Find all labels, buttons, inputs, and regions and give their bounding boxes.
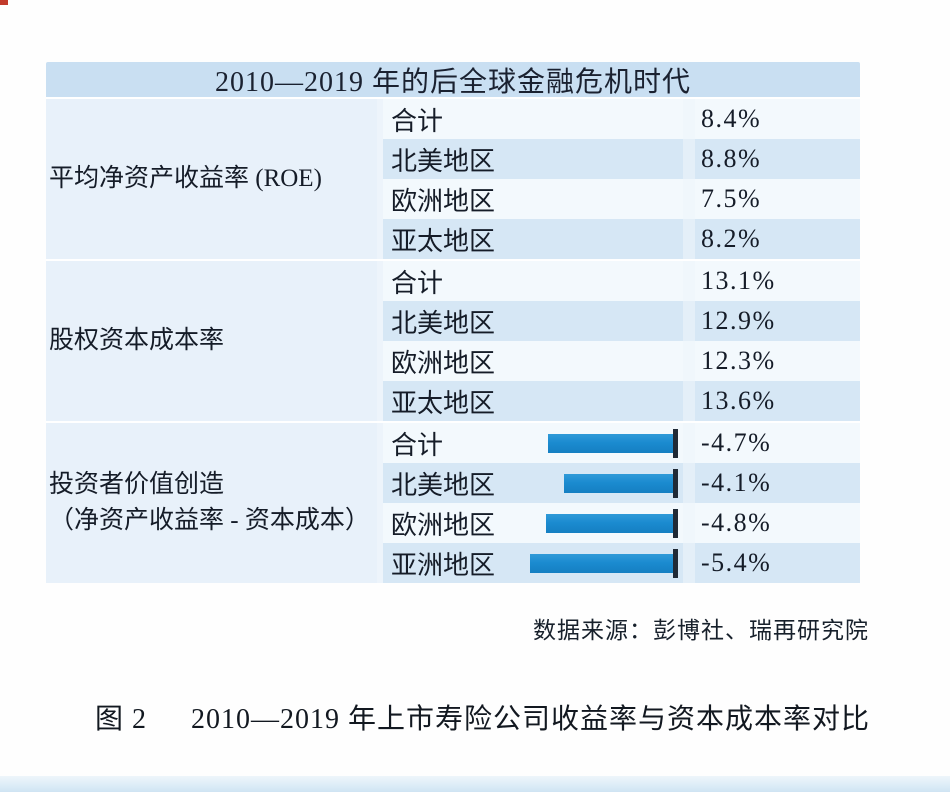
- data-source-text: 数据来源：彭博社、瑞再研究院: [533, 618, 869, 643]
- region-cell: 欧洲地区: [383, 503, 683, 543]
- region-cell: 北美地区: [383, 463, 683, 503]
- column-gutter: [683, 463, 695, 503]
- zero-axis-line: [673, 429, 678, 458]
- region-cell: 北美地区: [383, 139, 683, 179]
- table-row: 亚太地区 8.2%: [383, 219, 860, 259]
- value-cell: 8.2%: [695, 219, 860, 259]
- value-cell: 12.3%: [695, 341, 860, 381]
- value-cell: 7.5%: [695, 179, 860, 219]
- region-cell: 欧洲地区: [383, 179, 683, 219]
- table-row: 欧洲地区 -4.8%: [383, 503, 860, 543]
- negative-value-bar: [564, 474, 673, 493]
- value-cell: -4.8%: [695, 503, 860, 543]
- zero-axis-line: [673, 469, 678, 498]
- value-cell: -5.4%: [695, 543, 860, 583]
- zero-axis-line: [673, 549, 678, 578]
- table-group-value-creation: 投资者价值创造 （净资产收益率 - 资本成本） 合计 -4.7% 北美地区: [46, 421, 860, 583]
- table-row: 合计 8.4%: [383, 99, 860, 139]
- region-cell: 亚洲地区: [383, 543, 683, 583]
- table-row: 欧洲地区 7.5%: [383, 179, 860, 219]
- group-label: 投资者价值创造 （净资产收益率 - 资本成本）: [46, 423, 377, 583]
- value-cell: 8.4%: [695, 99, 860, 139]
- value-cell: 12.9%: [695, 301, 860, 341]
- column-gutter: [683, 219, 695, 259]
- table-row: 亚洲地区 -5.4%: [383, 543, 860, 583]
- negative-value-bar: [530, 554, 673, 573]
- region-cell: 亚太地区: [383, 219, 683, 259]
- figure-caption-text: 2010—2019 年上市寿险公司收益率与资本成本率对比: [191, 704, 871, 735]
- table-row: 北美地区 12.9%: [383, 301, 860, 341]
- column-gutter: [683, 99, 695, 139]
- table-group-cost-of-capital: 股权资本成本率 合计 13.1% 北美地区 12.9% 欧洲地区 12.3%: [46, 259, 860, 421]
- value-cell: 13.1%: [695, 261, 860, 301]
- corner-mark: [0, 0, 8, 5]
- table-title: 2010—2019 年的后全球金融危机时代: [46, 62, 860, 98]
- value-cell: -4.1%: [695, 463, 860, 503]
- table-group-roe: 平均净资产收益率 (ROE) 合计 8.4% 北美地区 8.8% 欧洲地区 7.…: [46, 97, 860, 259]
- table-row: 北美地区 8.8%: [383, 139, 860, 179]
- column-gutter: [683, 341, 695, 381]
- region-cell: 合计: [383, 261, 683, 301]
- column-gutter: [683, 139, 695, 179]
- region-cell: 合计: [383, 99, 683, 139]
- zero-axis-line: [673, 509, 678, 538]
- group-label: 股权资本成本率: [46, 261, 377, 421]
- negative-value-bar: [546, 514, 673, 533]
- column-gutter: [377, 99, 383, 259]
- column-gutter: [683, 301, 695, 341]
- column-gutter: [683, 381, 695, 421]
- region-cell: 合计: [383, 423, 683, 463]
- value-cell: 13.6%: [695, 381, 860, 421]
- table-row: 合计 13.1%: [383, 261, 860, 301]
- column-gutter: [683, 503, 695, 543]
- column-gutter: [683, 179, 695, 219]
- column-gutter: [683, 261, 695, 301]
- table-row: 欧洲地区 12.3%: [383, 341, 860, 381]
- table-row: 北美地区 -4.1%: [383, 463, 860, 503]
- region-cell: 亚太地区: [383, 381, 683, 421]
- page-bottom-strip: [0, 776, 950, 792]
- negative-value-bar: [548, 434, 673, 453]
- table-row: 亚太地区 13.6%: [383, 381, 860, 421]
- group-label: 平均净资产收益率 (ROE): [46, 99, 377, 259]
- figure-table: 2010—2019 年的后全球金融危机时代 平均净资产收益率 (ROE) 合计 …: [46, 62, 860, 583]
- value-cell: 8.8%: [695, 139, 860, 179]
- figure-caption: 图 2 2010—2019 年上市寿险公司收益率与资本成本率对比: [95, 697, 870, 737]
- table-row: 合计 -4.7%: [383, 423, 860, 463]
- region-cell: 欧洲地区: [383, 341, 683, 381]
- column-gutter: [377, 423, 383, 583]
- figure-number: 图 2: [95, 704, 148, 735]
- value-cell: -4.7%: [695, 423, 860, 463]
- column-gutter: [683, 543, 695, 583]
- region-cell: 北美地区: [383, 301, 683, 341]
- column-gutter: [683, 423, 695, 463]
- column-gutter: [377, 261, 383, 421]
